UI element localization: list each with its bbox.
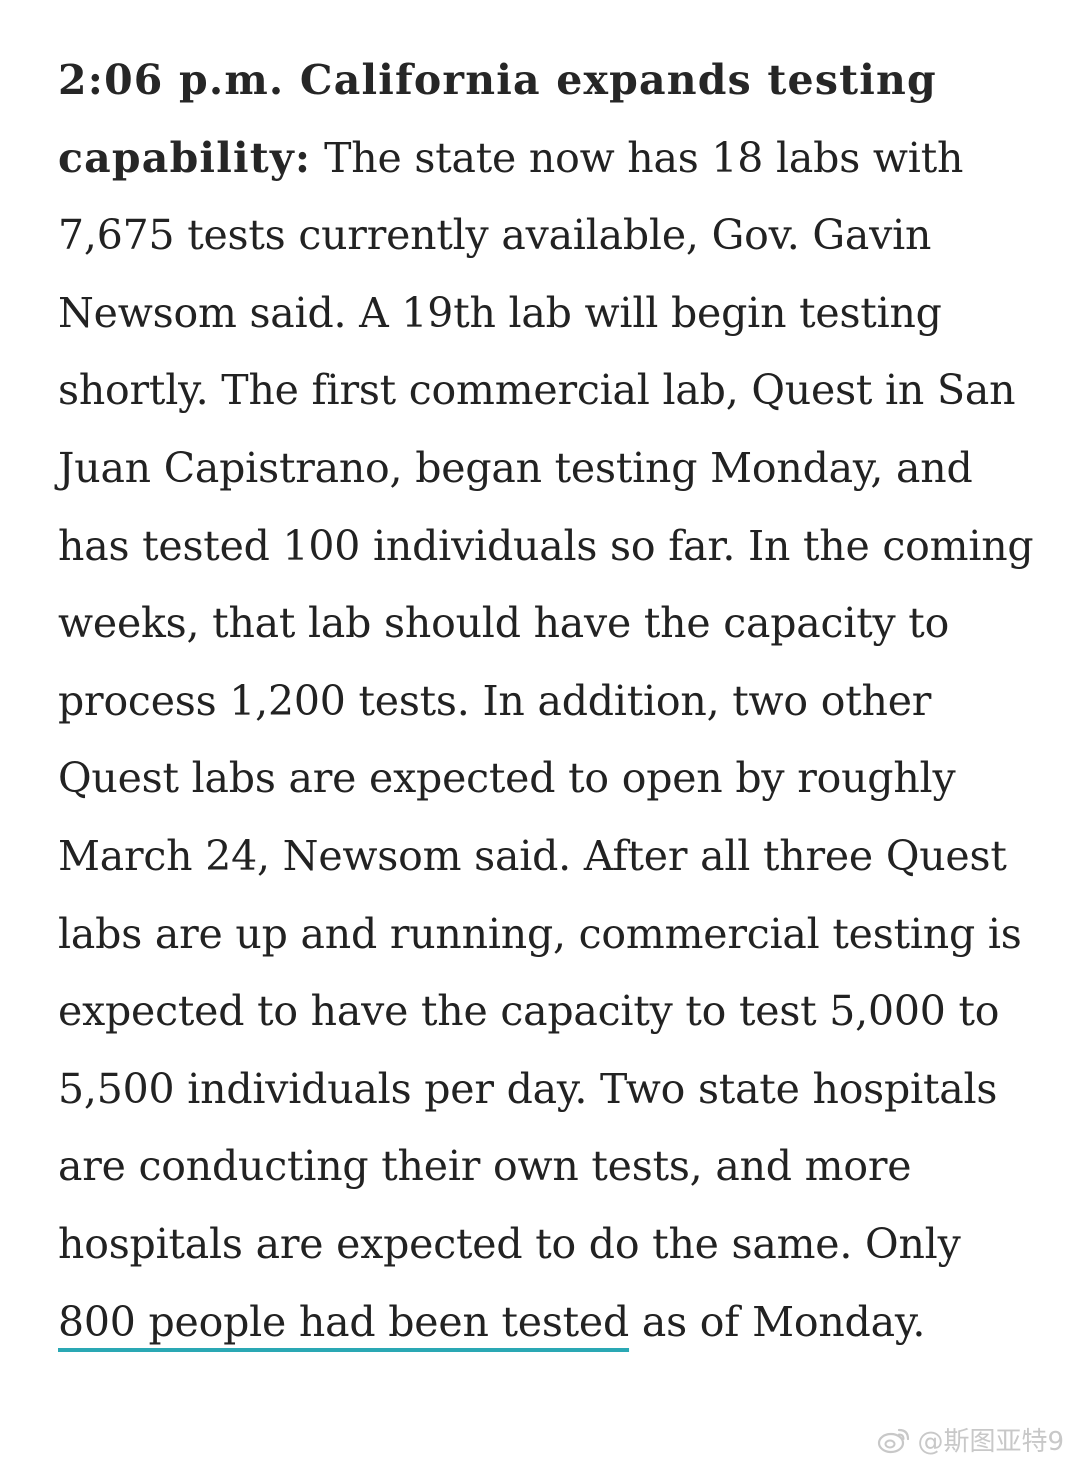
article-body: The state now has 18 labs with 7,675 tes…	[58, 133, 1034, 1268]
weibo-icon	[877, 1426, 911, 1454]
article-paragraph: 2:06 p.m. California expands testing cap…	[58, 42, 1048, 1361]
article-body-end: as of Monday.	[629, 1297, 926, 1346]
article-headline: 2:06 p.m. California expands testing cap…	[58, 56, 937, 182]
tested-count-link[interactable]: 800 people had been tested	[58, 1297, 630, 1346]
watermark-text: @斯图亚特9	[917, 1427, 1064, 1457]
watermark: @斯图亚特9	[877, 1421, 1064, 1458]
